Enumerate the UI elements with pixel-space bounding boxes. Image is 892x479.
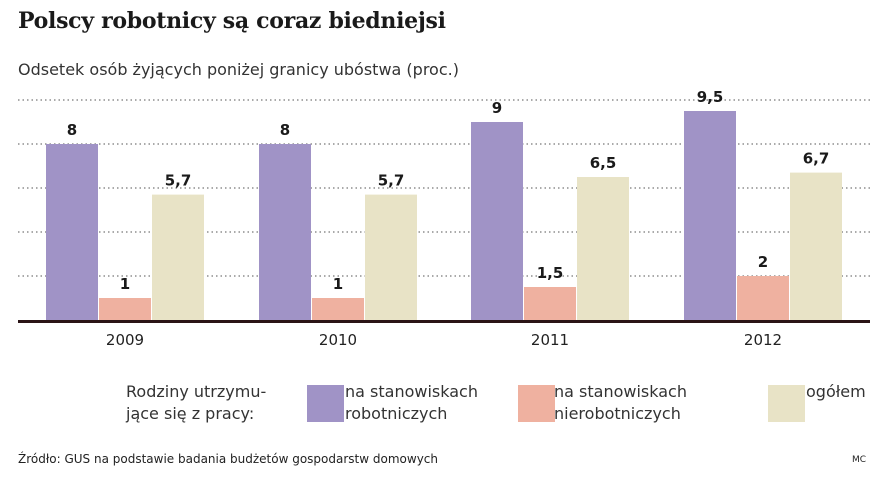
data-label: 9 [492, 99, 502, 117]
legend-label-line1: na stanowiskach [554, 382, 687, 401]
data-label: 5,7 [165, 172, 192, 190]
bar [471, 122, 523, 320]
bar [737, 276, 789, 320]
bar [524, 287, 576, 320]
data-label: 1 [120, 275, 130, 293]
bar [577, 177, 629, 320]
chart-subtitle: Odsetek osób żyjących poniżej granicy ub… [18, 60, 459, 79]
legend-label-line2: nierobotniczych [554, 404, 681, 423]
data-label: 5,7 [378, 172, 405, 190]
legend-label-line1: na stanowiskach [345, 382, 478, 401]
bar [790, 172, 842, 320]
legend-label-line2: robotniczych [345, 404, 448, 423]
legend-heading-line1: Rodziny utrzymu- [126, 382, 267, 401]
legend-label: na stanowiskach nierobotniczych [554, 381, 687, 425]
author-credit: MC [851, 455, 866, 465]
bar [684, 111, 736, 320]
bar [46, 144, 98, 320]
legend-swatch [518, 385, 555, 422]
data-label: 8 [280, 121, 290, 139]
legend-heading: Rodziny utrzymu- jące się z pracy: [126, 381, 286, 425]
bar [99, 298, 151, 320]
bar [152, 194, 204, 320]
x-tick-label: 2011 [531, 331, 569, 349]
bar-chart: 8 1 5,7 2009 8 1 5,7 2010 9 1,5 6,5 2011 9,5 2 6,7 2012 [18, 88, 870, 349]
x-tick-label: 2010 [319, 331, 357, 349]
legend-label-line1: ogółem [806, 382, 866, 401]
legend-swatch [768, 385, 805, 422]
chart-title: Polscy robotnicy są coraz biedniejsi [18, 8, 446, 34]
bar [259, 144, 311, 320]
legend-heading-line2: jące się z pracy: [126, 404, 255, 423]
x-tick-label: 2009 [106, 331, 144, 349]
data-label: 8 [67, 121, 77, 139]
legend-swatch [307, 385, 344, 422]
data-label: 1 [333, 275, 343, 293]
data-label: 6,5 [590, 154, 617, 172]
legend-label: ogółem [806, 381, 866, 403]
bar [365, 194, 417, 320]
source-note: Źródło: GUS na podstawie badania budżetó… [18, 452, 438, 466]
x-tick-label: 2012 [744, 331, 782, 349]
data-label: 6,7 [803, 150, 830, 168]
legend-label: na stanowiskach robotniczych [345, 381, 478, 425]
data-label: 9,5 [697, 88, 724, 106]
data-label: 2 [758, 253, 768, 271]
bar [312, 298, 364, 320]
data-label: 1,5 [537, 264, 564, 282]
